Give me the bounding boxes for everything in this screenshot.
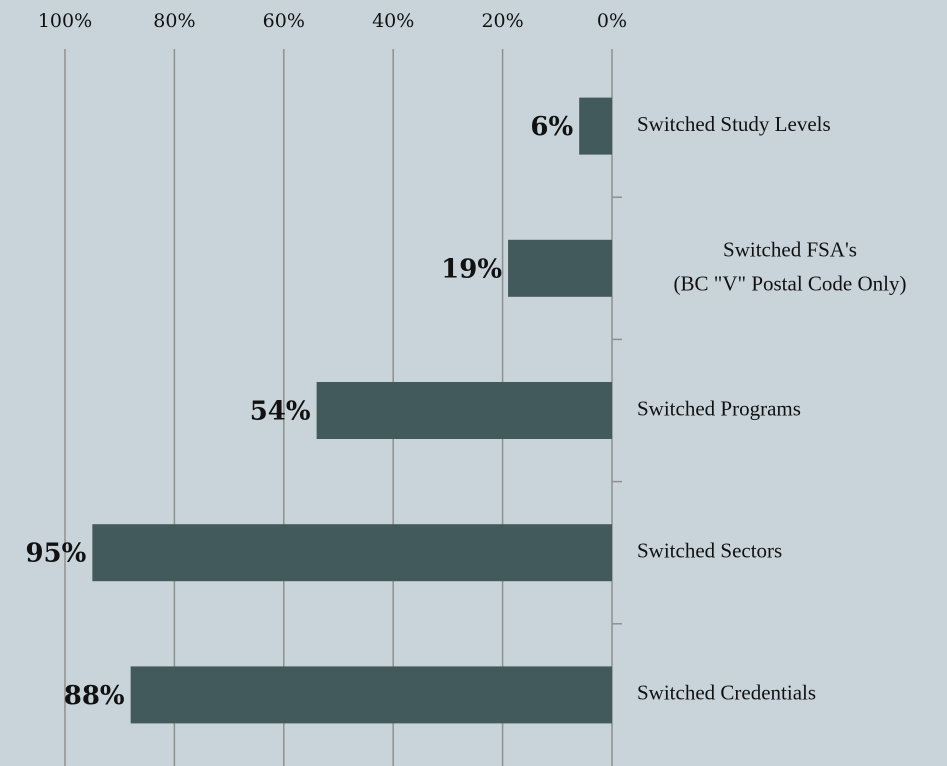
bar bbox=[92, 524, 613, 582]
data-label: 6% bbox=[530, 112, 573, 142]
data-label: 88% bbox=[64, 681, 125, 711]
category-label: Switched Programs bbox=[637, 396, 801, 420]
x-tick-label: 0% bbox=[597, 10, 627, 32]
bar bbox=[130, 666, 612, 724]
data-label: 19% bbox=[441, 254, 502, 284]
bar bbox=[316, 382, 612, 439]
bar bbox=[579, 97, 612, 155]
category-label: Switched Sectors bbox=[637, 539, 782, 563]
x-tick-label: 60% bbox=[263, 10, 305, 32]
category-label: Switched Study Levels bbox=[637, 112, 831, 136]
data-label: 95% bbox=[25, 539, 86, 569]
x-tick-label: 100% bbox=[38, 10, 92, 32]
x-tick-label: 40% bbox=[372, 10, 414, 32]
category-label: Switched Credentials bbox=[637, 681, 816, 705]
x-tick-label: 80% bbox=[153, 10, 195, 32]
x-tick-label: 20% bbox=[481, 10, 523, 32]
bar bbox=[508, 239, 612, 297]
data-label: 54% bbox=[250, 397, 311, 427]
category-label: Switched FSA's (BC "V" Postal Code Only) bbox=[674, 237, 907, 295]
